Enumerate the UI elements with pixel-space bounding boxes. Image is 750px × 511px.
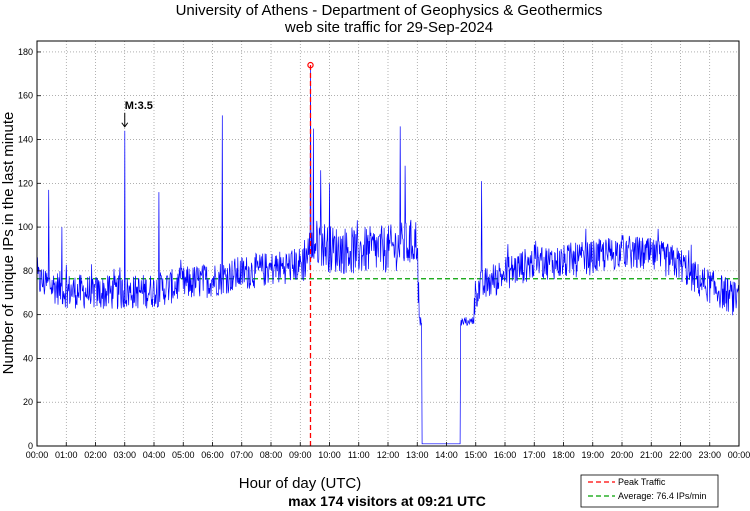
x-tick-label: 09:00 [289, 450, 312, 460]
x-tick-label: 19:00 [581, 450, 604, 460]
y-tick-label: 60 [23, 310, 33, 320]
y-tick-label: 180 [18, 47, 33, 57]
x-tick-label: 16:00 [494, 450, 517, 460]
y-axis-ticks: 0 20 40 60 80 100 120 140 160 180 [18, 47, 41, 451]
x-tick-label: 11:00 [348, 450, 370, 460]
x-tick-label: 10:00 [318, 450, 341, 460]
legend-peak-label: Peak Traffic [618, 477, 666, 487]
x-tick-label: 14:00 [435, 450, 458, 460]
x-tick-label: 22:00 [669, 450, 692, 460]
x-tick-label: 12:00 [377, 450, 400, 460]
y-tick-label: 20 [23, 397, 33, 407]
x-tick-label: 00:00 [26, 450, 49, 460]
max-visitors-subtitle: max 174 visitors at 09:21 UTC [288, 493, 486, 509]
y-tick-label: 40 [23, 353, 33, 363]
x-tick-label: 20:00 [611, 450, 634, 460]
y-tick-label: 0 [28, 441, 33, 451]
y-tick-label: 100 [18, 222, 33, 232]
annotation-label: M:3.5 [125, 100, 153, 112]
y-tick-label: 120 [18, 178, 33, 188]
x-tick-label: 21:00 [640, 450, 663, 460]
x-tick-label: 00:00 [728, 450, 750, 460]
x-tick-label: 17:00 [523, 450, 546, 460]
y-tick-label: 80 [23, 266, 33, 276]
x-axis-ticks: 00:00 01:00 02:00 03:00 04:00 05:00 06:00 07:00… [26, 442, 750, 460]
x-tick-label: 23:00 [698, 450, 721, 460]
x-tick-label: 04:00 [143, 450, 166, 460]
x-tick-label: 05:00 [172, 450, 195, 460]
x-tick-label: 08:00 [260, 450, 283, 460]
chart-title-line-2: web site traffic for 29-Sep-2024 [284, 19, 493, 36]
peak-marker [307, 61, 314, 446]
magnitude-annotation: M:3.5 [121, 100, 153, 128]
x-tick-label: 02:00 [84, 450, 107, 460]
chart-title-line-1: University of Athens - Department of Geo… [176, 2, 603, 19]
x-axis-label: Hour of day (UTC) [239, 475, 362, 492]
grid [37, 41, 739, 446]
peak-point [307, 61, 314, 69]
traffic-line [36, 65, 740, 445]
y-axis-label: Number of unique IPs in the last minute [0, 112, 17, 375]
legend: Peak Traffic Average: 76.4 IPs/min [580, 474, 719, 508]
traffic-series [36, 65, 740, 445]
x-tick-label: 03:00 [113, 450, 136, 460]
legend-box [580, 474, 719, 508]
x-tick-label: 01:00 [55, 450, 78, 460]
x-tick-label: 13:00 [406, 450, 429, 460]
y-tick-label: 160 [18, 91, 33, 101]
x-tick-label: 06:00 [201, 450, 224, 460]
legend-average-label: Average: 76.4 IPs/min [618, 491, 706, 501]
x-tick-label: 07:00 [230, 450, 253, 460]
y-tick-label: 140 [18, 135, 33, 145]
x-tick-label: 18:00 [552, 450, 575, 460]
annotation-arrow-head [121, 122, 129, 128]
x-tick-label: 15:00 [464, 450, 487, 460]
